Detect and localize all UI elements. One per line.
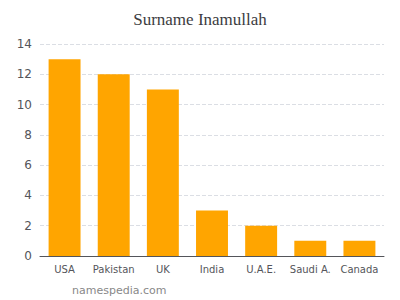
svg-text:10: 10 (17, 98, 32, 112)
svg-text:12: 12 (17, 67, 32, 81)
svg-text:U.A.E.: U.A.E. (246, 264, 276, 275)
svg-text:8: 8 (24, 128, 32, 142)
svg-text:UK: UK (156, 264, 170, 275)
svg-text:namespedia.com: namespedia.com (72, 284, 166, 297)
svg-text:USA: USA (54, 264, 75, 275)
svg-text:14: 14 (17, 37, 32, 51)
svg-text:Pakistan: Pakistan (93, 264, 135, 275)
svg-text:2: 2 (24, 219, 32, 233)
svg-text:0: 0 (24, 249, 32, 263)
svg-text:6: 6 (24, 158, 32, 172)
svg-text:Surname Inamullah: Surname Inamullah (133, 10, 267, 29)
svg-text:Canada: Canada (340, 264, 378, 275)
svg-text:Saudi A.: Saudi A. (290, 264, 331, 275)
svg-text:India: India (200, 264, 225, 275)
svg-text:4: 4 (24, 188, 32, 202)
